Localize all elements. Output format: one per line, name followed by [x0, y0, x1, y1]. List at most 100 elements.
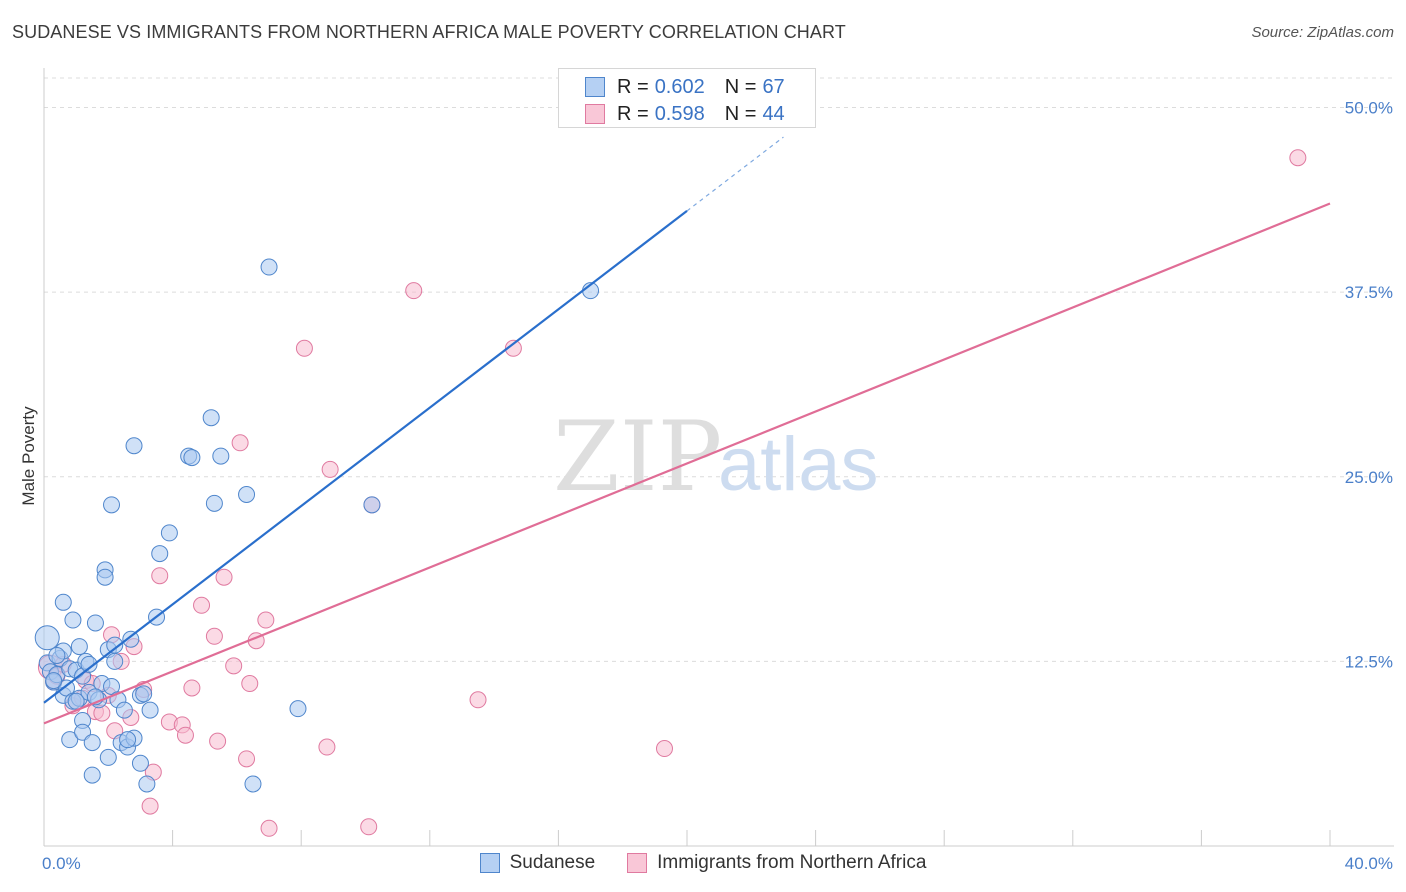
legend-item-immigrants[interactable]: Immigrants from Northern Africa	[627, 852, 926, 874]
point-sudanese	[119, 731, 137, 749]
legend-row-immigrants: R = 0.598 N = 44	[585, 102, 785, 126]
point-sudanese	[238, 485, 256, 503]
x-tick-label: 0.0%	[42, 854, 81, 873]
watermark-atlas: atlas	[718, 422, 879, 507]
point-sudanese	[122, 630, 140, 648]
legend-r-value: 0.602	[654, 75, 705, 98]
point-sudanese	[151, 545, 169, 563]
trend-line-immigrants	[43, 202, 1331, 725]
point-sudanese	[48, 646, 66, 664]
point-immigrants	[241, 675, 259, 693]
point-sudanese	[135, 685, 153, 703]
point-sudanese	[202, 409, 220, 427]
legend-r-label: R =	[617, 102, 649, 125]
point-sudanese	[80, 655, 98, 673]
point-sudanese	[289, 700, 307, 718]
y-axis-label: Male Poverty	[19, 406, 38, 506]
x-tick-labels: 0.0% 40.0%	[42, 854, 1393, 873]
legend-swatch-pink	[627, 853, 648, 873]
chart-title: SUDANESE VS IMMIGRANTS FROM NORTHERN AFR…	[12, 22, 846, 42]
point-immigrants	[260, 819, 278, 837]
grid-lines	[44, 77, 1394, 662]
legend-n-value: 67	[762, 75, 785, 98]
point-immigrants	[360, 818, 378, 836]
point-sudanese	[96, 568, 114, 586]
series-legend: Sudanese Immigrants from Northern Africa	[0, 852, 1406, 874]
point-sudanese	[70, 638, 88, 656]
point-immigrants	[1289, 149, 1307, 167]
point-sudanese	[131, 754, 149, 772]
point-sudanese	[106, 652, 124, 670]
y-tick-label: 12.5%	[1345, 652, 1393, 671]
x-tick-label: 40.0%	[1345, 854, 1393, 873]
legend-n-value: 44	[762, 102, 785, 125]
point-sudanese	[45, 672, 63, 690]
point-immigrants	[215, 568, 233, 586]
point-immigrants	[225, 657, 243, 675]
y-tick-label: 50.0%	[1345, 99, 1393, 118]
point-sudanese	[138, 775, 156, 793]
point-sudanese	[160, 524, 178, 542]
legend-label-sudanese: Sudanese	[509, 852, 596, 873]
point-immigrants	[504, 339, 522, 357]
point-immigrants	[405, 282, 423, 300]
y-tick-label: 37.5%	[1345, 283, 1393, 302]
point-immigrants	[295, 339, 313, 357]
point-immigrants	[193, 596, 211, 614]
point-immigrants	[176, 726, 194, 744]
point-immigrants	[238, 750, 256, 768]
point-sudanese	[183, 449, 201, 467]
point-immigrants	[318, 738, 336, 756]
axes	[43, 68, 1394, 847]
legend-r-label: R =	[617, 75, 649, 98]
watermark-zip: ZIP	[553, 401, 722, 513]
trend-line-sudanese	[43, 210, 688, 704]
point-sudanese	[115, 701, 133, 719]
point-immigrants	[205, 627, 223, 645]
correlation-legend: R = 0.602 N = 67 R = 0.598 N = 44	[558, 68, 816, 128]
legend-swatch-blue	[585, 77, 605, 97]
legend-r-value: 0.598	[654, 102, 705, 125]
point-sudanese	[86, 614, 104, 632]
series-sudanese-points	[34, 258, 600, 793]
point-sudanese	[205, 494, 223, 512]
point-sudanese	[99, 748, 117, 766]
legend-swatch-blue	[479, 853, 500, 873]
point-sudanese	[54, 593, 72, 611]
legend-n-label: N =	[724, 75, 757, 98]
trend-lines	[43, 136, 1331, 725]
legend-label-immigrants: Immigrants from Northern Africa	[657, 852, 927, 873]
point-immigrants	[151, 567, 169, 585]
point-sudanese	[67, 692, 85, 710]
point-immigrants	[655, 740, 673, 758]
point-sudanese	[212, 447, 230, 465]
point-sudanese	[34, 625, 60, 651]
point-sudanese	[61, 731, 79, 749]
point-sudanese	[64, 611, 82, 629]
y-tick-labels: 12.5% 25.0% 37.5% 50.0%	[1345, 99, 1393, 672]
watermark: ZIP atlas	[553, 401, 879, 513]
point-sudanese	[141, 701, 159, 719]
point-immigrants	[209, 732, 227, 750]
point-immigrants	[231, 434, 249, 452]
legend-row-sudanese: R = 0.602 N = 67	[585, 75, 785, 99]
point-sudanese	[83, 734, 101, 752]
legend-n-label: N =	[724, 102, 757, 125]
point-sudanese	[103, 496, 121, 514]
point-immigrants	[183, 679, 201, 697]
legend-item-sudanese[interactable]: Sudanese	[479, 852, 596, 874]
point-immigrants	[141, 797, 159, 815]
point-sudanese	[260, 258, 278, 276]
point-sudanese	[83, 766, 101, 784]
point-sudanese	[244, 775, 262, 793]
point-immigrants	[257, 611, 275, 629]
source-label: Source: ZipAtlas.com	[1251, 24, 1394, 41]
point-immigrants	[321, 460, 339, 478]
trend-line-sudanese-extension	[686, 136, 784, 212]
point-sudanese	[125, 437, 143, 455]
point-sudanese	[363, 496, 381, 514]
y-tick-label: 25.0%	[1345, 468, 1393, 487]
point-immigrants	[469, 691, 487, 709]
legend-swatch-pink	[585, 104, 605, 124]
